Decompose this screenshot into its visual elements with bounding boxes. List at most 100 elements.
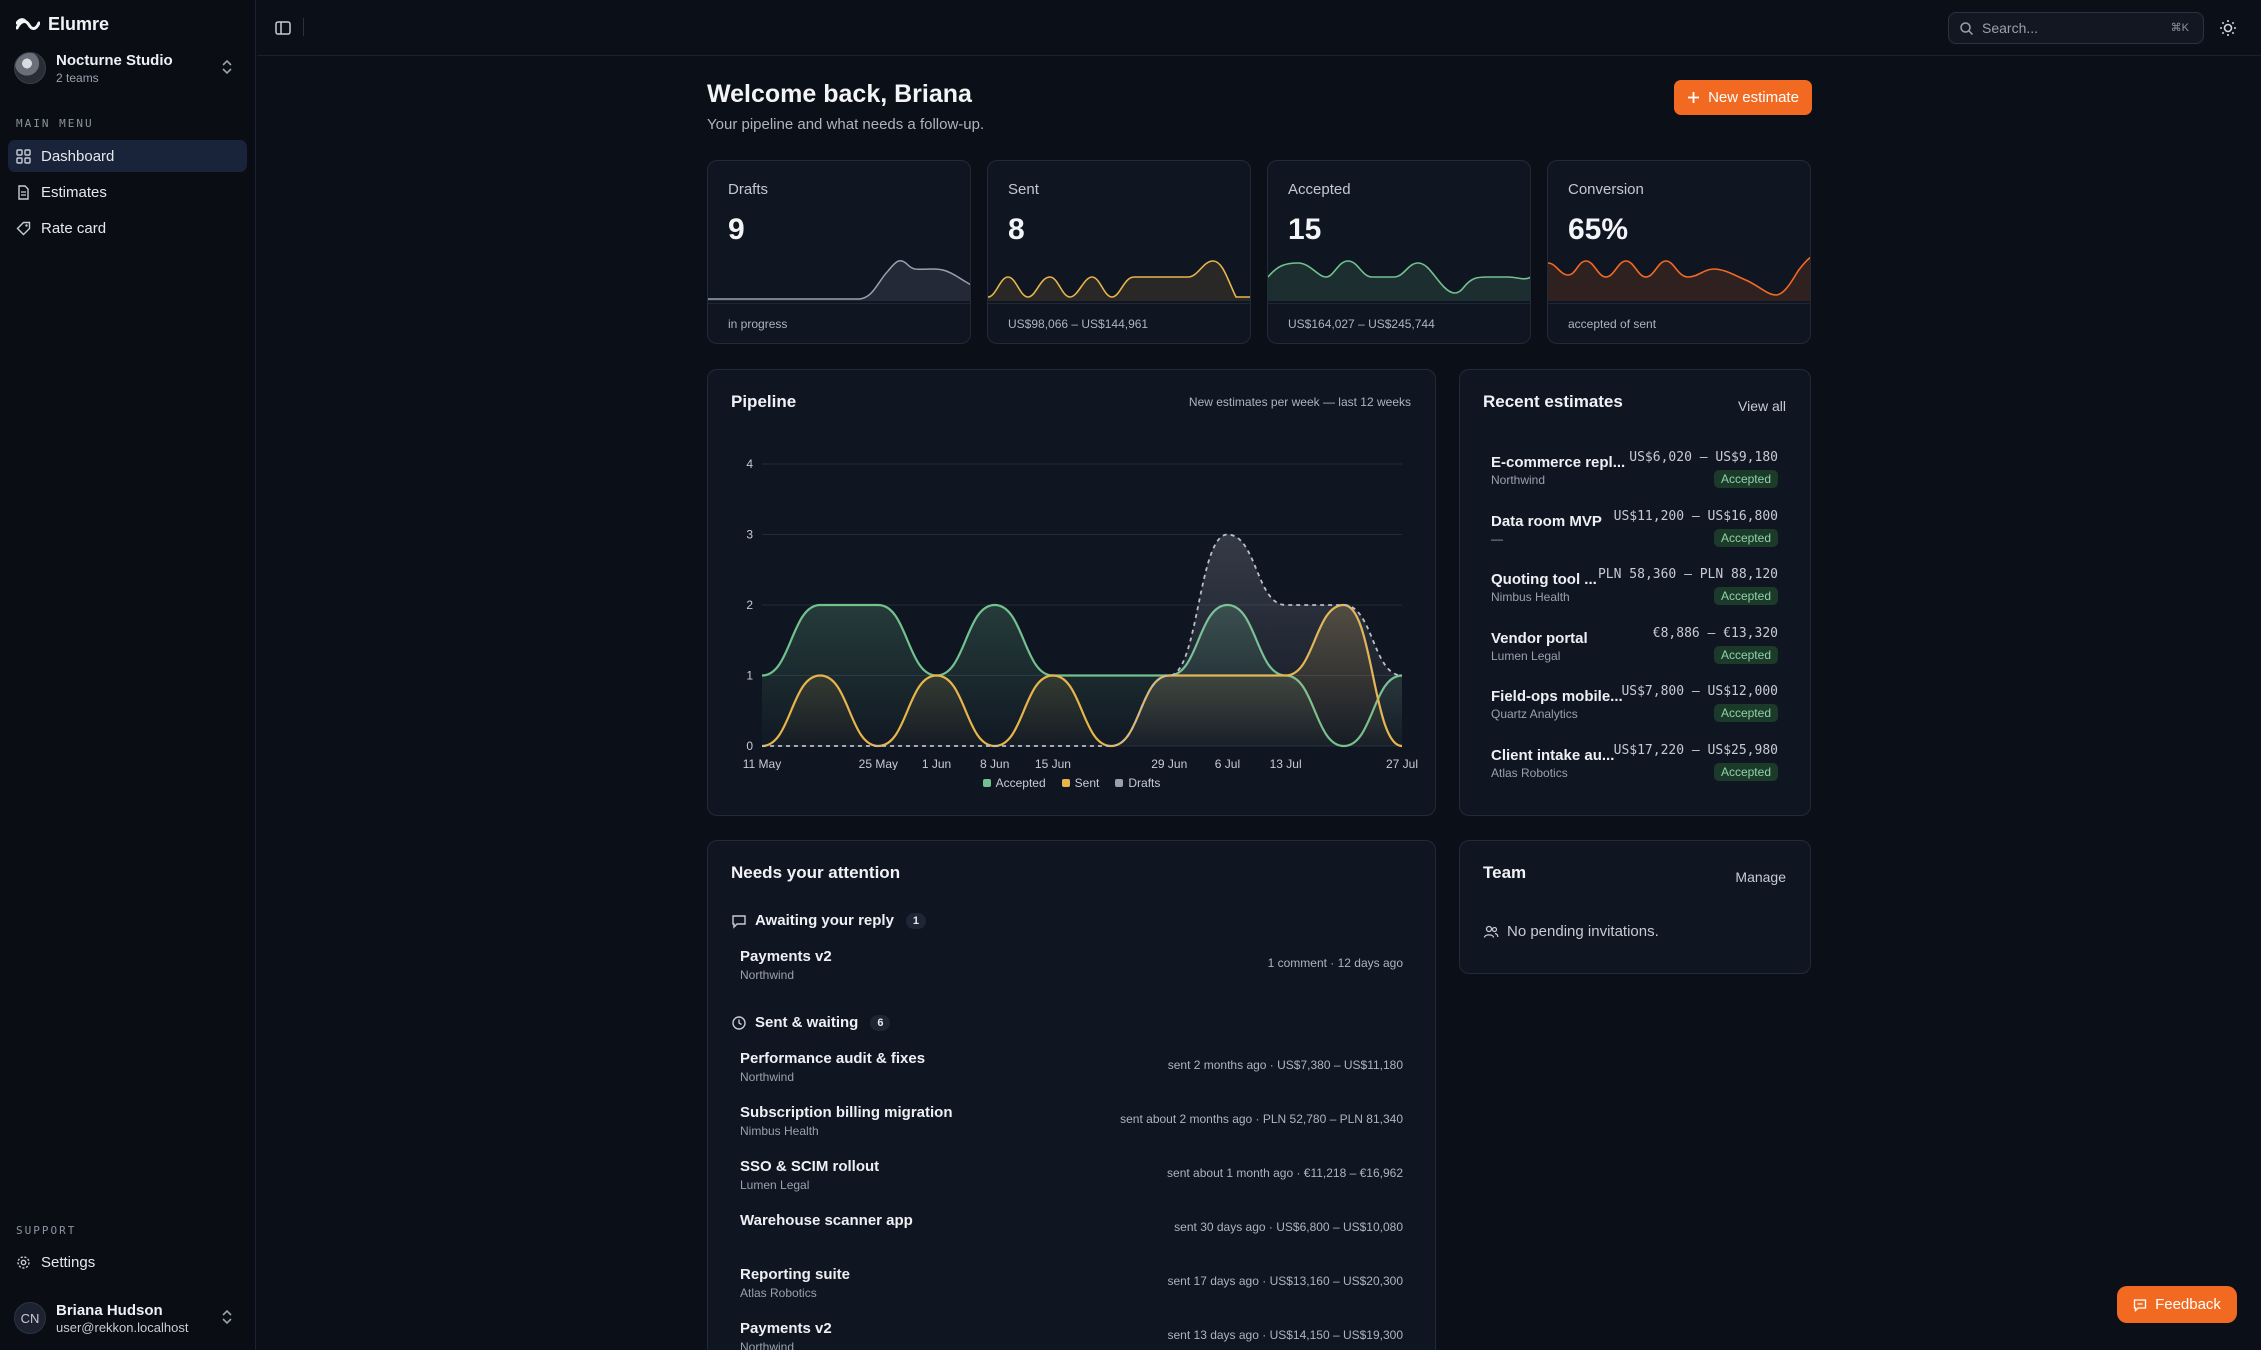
recent-estimate-row[interactable]: Client intake au... Atlas Robotics US$17,2… xyxy=(1491,739,1778,789)
stat-footer: US$164,027 – US$245,744 xyxy=(1268,303,1530,343)
y-tick-label: 0 xyxy=(746,739,753,753)
avatar: CN xyxy=(14,1302,46,1334)
app-name: Elumre xyxy=(48,14,110,34)
attention-title: Needs your attention xyxy=(731,863,901,882)
topbar: Search... ⌘K xyxy=(257,0,2261,56)
legend-item-drafts[interactable]: Drafts xyxy=(1115,776,1160,790)
estimate-range: PLN 58,360 – PLN 88,120 xyxy=(1597,567,1778,582)
series-line-drafts xyxy=(762,533,1403,747)
user-menu[interactable]: CN Briana Hudson user@rekkon.localhost xyxy=(14,1298,242,1338)
list-item[interactable]: Warehouse scanner app sent 30 days ago · … xyxy=(740,1212,1403,1252)
pipeline-title: Pipeline xyxy=(731,392,797,411)
estimate-client: Quartz Analytics xyxy=(1491,707,1578,721)
main-menu-label: MAIN MENU xyxy=(16,117,94,130)
item-title: Warehouse scanner app xyxy=(740,1212,913,1229)
item-title: Payments v2 xyxy=(740,948,832,965)
recent-estimate-row[interactable]: Quoting tool ... Nimbus Health PLN 58,360 … xyxy=(1491,563,1778,613)
brand[interactable]: Elumre xyxy=(16,14,109,35)
stat-footer: accepted of sent xyxy=(1548,303,1810,343)
pipeline-note: New estimates per week — last 12 weeks xyxy=(1188,395,1411,409)
sidebar-item-rate-card[interactable]: Rate card xyxy=(8,212,247,244)
page-title: Welcome back, Briana xyxy=(707,80,972,108)
group-label: Sent & waiting xyxy=(755,1014,859,1031)
recent-estimate-row[interactable]: Field-ops mobile... Quartz Analytics US$7,… xyxy=(1491,680,1778,730)
search-shortcut: ⌘K xyxy=(2170,22,2189,34)
legend-item-sent[interactable]: Sent xyxy=(1061,776,1100,790)
legend-label: Sent xyxy=(1074,776,1100,790)
stat-footer: in progress xyxy=(708,303,970,343)
y-tick-label: 3 xyxy=(746,528,753,542)
sun-icon[interactable] xyxy=(2217,17,2239,39)
item-client: Lumen Legal xyxy=(740,1178,810,1192)
recent-estimate-row[interactable]: Data room MVP — US$11,200 – US$16,800 Accep… xyxy=(1491,505,1778,555)
list-item[interactable]: Subscription billing migration Nimbus Hea… xyxy=(740,1104,1403,1144)
estimate-title: Data room MVP xyxy=(1491,512,1602,530)
manage-link[interactable]: Manage xyxy=(1735,869,1786,885)
support-label: SUPPORT xyxy=(16,1224,77,1237)
team-card: Team Manage No pending invitations. xyxy=(1459,840,1811,974)
legend-label: Accepted xyxy=(995,776,1046,790)
clock-icon xyxy=(732,1015,746,1030)
pipeline-chart: 0 1 2 3 4 11 May 25 May 1 Jun 8 Jun 15 Jun 29 Jun 6… xyxy=(743,457,1418,770)
status-badge: Accepted xyxy=(1713,762,1778,781)
list-item[interactable]: Performance audit & fixes Northwind sent 2… xyxy=(740,1050,1403,1090)
list-item[interactable]: Reporting suite Atlas Robotics sent 17 day… xyxy=(740,1266,1403,1306)
count-badge: 6 xyxy=(870,1014,891,1031)
y-tick-label: 4 xyxy=(746,457,753,471)
sidebar-toggle-icon[interactable] xyxy=(273,18,293,38)
item-meta: sent about 2 months ago · PLN 52,780 – P… xyxy=(1120,1112,1403,1126)
new-estimate-label: New estimate xyxy=(1708,89,1799,106)
pipeline-card: Pipeline New estimates per week — last 1… xyxy=(707,369,1436,816)
no-invitations: No pending invitations. xyxy=(1483,923,1659,940)
x-tick-label: 8 Jun xyxy=(980,757,1009,770)
x-tick-label: 25 May xyxy=(859,757,898,770)
y-tick-label: 1 xyxy=(746,669,753,683)
sidebar-item-estimates[interactable]: Estimates xyxy=(8,176,247,208)
x-tick-label: 6 Jul xyxy=(1215,757,1240,770)
view-all-link[interactable]: View all xyxy=(1738,398,1786,414)
list-item[interactable]: Payments v2 Northwind 1 comment · 12 day… xyxy=(740,948,1403,988)
document-icon xyxy=(18,184,29,200)
estimate-client: Atlas Robotics xyxy=(1491,765,1568,780)
user-name: Briana Hudson xyxy=(56,1301,163,1319)
y-tick-label: 2 xyxy=(746,598,753,612)
item-client: Northwind xyxy=(740,1340,795,1350)
estimate-range: €8,886 – €13,320 xyxy=(1652,625,1778,641)
stat-value: 15 xyxy=(1288,213,1322,246)
x-tick-label: 13 Jul xyxy=(1270,757,1302,770)
estimate-title: Quoting tool ... xyxy=(1491,571,1597,588)
plus-icon xyxy=(1688,92,1700,103)
sidebar-item-settings[interactable]: Settings xyxy=(8,1246,247,1278)
recent-estimate-row[interactable]: E-commerce repl... Northwind US$6,020 – US… xyxy=(1491,446,1778,496)
estimate-client: Lumen Legal xyxy=(1491,648,1561,663)
estimate-title: Vendor portal xyxy=(1491,629,1588,647)
users-icon xyxy=(1483,925,1499,938)
item-meta: 1 comment · 12 days ago xyxy=(1267,956,1403,970)
sidebar-item-label: Dashboard xyxy=(41,147,115,165)
team-title: Team xyxy=(1483,863,1527,882)
x-tick-label: 11 May xyxy=(743,757,781,770)
sent-waiting-group: Sent & waiting 6 xyxy=(731,1014,891,1031)
sidebar-item-label: Estimates xyxy=(41,183,107,201)
logo-icon xyxy=(16,17,40,30)
chart-legend: Accepted Sent Drafts xyxy=(708,776,1435,790)
stat-label: Accepted xyxy=(1288,181,1351,198)
search-input[interactable]: Search... ⌘K xyxy=(1948,12,2204,44)
list-item[interactable]: Payments v2 Northwind sent 13 days ago · U… xyxy=(740,1320,1403,1350)
drafts-sparkline xyxy=(708,260,970,301)
status-badge: Accepted xyxy=(1713,587,1778,605)
recent-estimate-row[interactable]: Vendor portal Lumen Legal €8,886 – €13,320… xyxy=(1491,622,1778,672)
stat-card-drafts: Drafts 9 in progress xyxy=(707,160,971,344)
new-estimate-button[interactable]: New estimate xyxy=(1674,80,1812,115)
team-switcher[interactable]: Nocturne Studio 2 teams xyxy=(14,48,242,88)
page-subtitle: Your pipeline and what needs a follow-up… xyxy=(707,116,985,133)
stat-card-conversion: Conversion 65% accepted of sent xyxy=(1547,160,1811,344)
sidebar-item-dashboard[interactable]: Dashboard xyxy=(8,140,247,172)
item-title: Subscription billing migration xyxy=(740,1104,953,1121)
legend-item-accepted[interactable]: Accepted xyxy=(982,776,1046,790)
team-count: 2 teams xyxy=(56,70,99,85)
feedback-button[interactable]: Feedback xyxy=(2117,1286,2237,1323)
stat-label: Conversion xyxy=(1568,181,1644,198)
list-item[interactable]: SSO & SCIM rollout Lumen Legal sent about … xyxy=(740,1158,1403,1198)
item-meta: sent about 1 month ago · €11,218 – €16,9… xyxy=(1167,1166,1403,1180)
